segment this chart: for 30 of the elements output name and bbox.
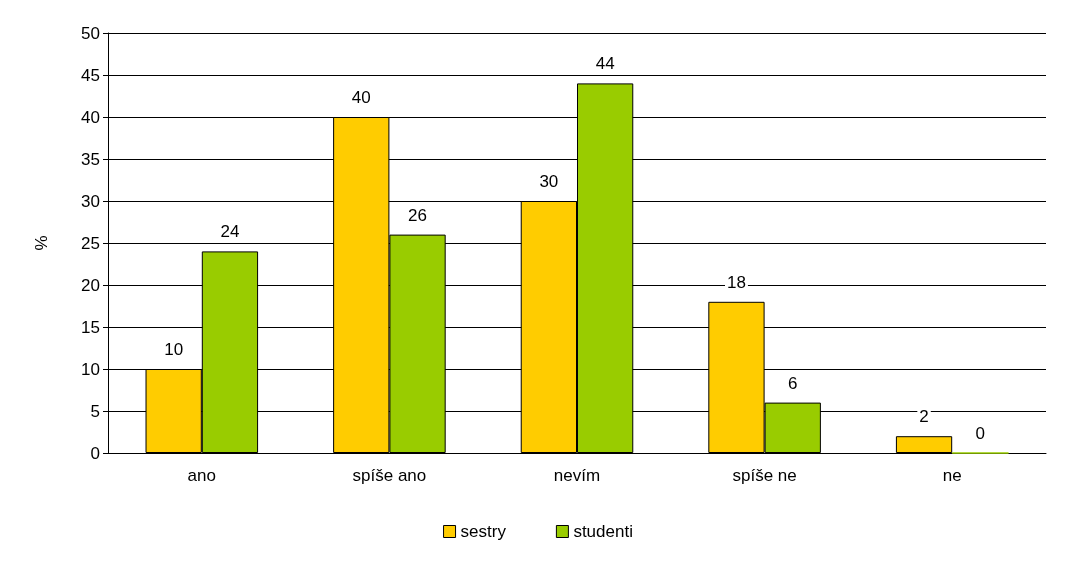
data-label: 30 (539, 172, 559, 191)
data-label: 24 (220, 222, 240, 242)
y-tick-label: 50 (81, 23, 100, 43)
legend-label: sestry (460, 522, 507, 541)
y-tick-label: 15 (81, 317, 100, 337)
data-label: 40 (351, 88, 371, 107)
x-tick-label: nevím (553, 466, 601, 485)
data-label: 10 (164, 340, 184, 359)
y-tick-label: 20 (81, 275, 100, 295)
y-tick-label: 25 (81, 233, 100, 253)
bar (895, 436, 953, 453)
data-label: 26 (408, 205, 427, 225)
legend-label: studenti (573, 522, 633, 541)
data-label: 18 (727, 272, 746, 292)
y-tick-label: 35 (81, 149, 100, 169)
x-tick-label: ne (942, 466, 962, 485)
data-label: 0 (975, 423, 986, 443)
y-tick-label: 45 (81, 65, 100, 85)
x-tick-label: spíše ne (732, 466, 797, 485)
y-axis-title: % (32, 235, 51, 251)
data-label: 2 (919, 407, 929, 427)
x-tick-label: ano (187, 466, 216, 485)
y-tick-label: 0 (90, 443, 100, 463)
y-tick-label: 10 (81, 359, 100, 379)
data-label: 44 (595, 54, 615, 74)
y-tick-label: 5 (90, 401, 100, 421)
y-tick-label: 40 (81, 107, 100, 127)
y-tick-label: 30 (81, 191, 100, 211)
x-tick-label: spíše ano (352, 466, 427, 485)
data-label: 6 (788, 373, 798, 393)
